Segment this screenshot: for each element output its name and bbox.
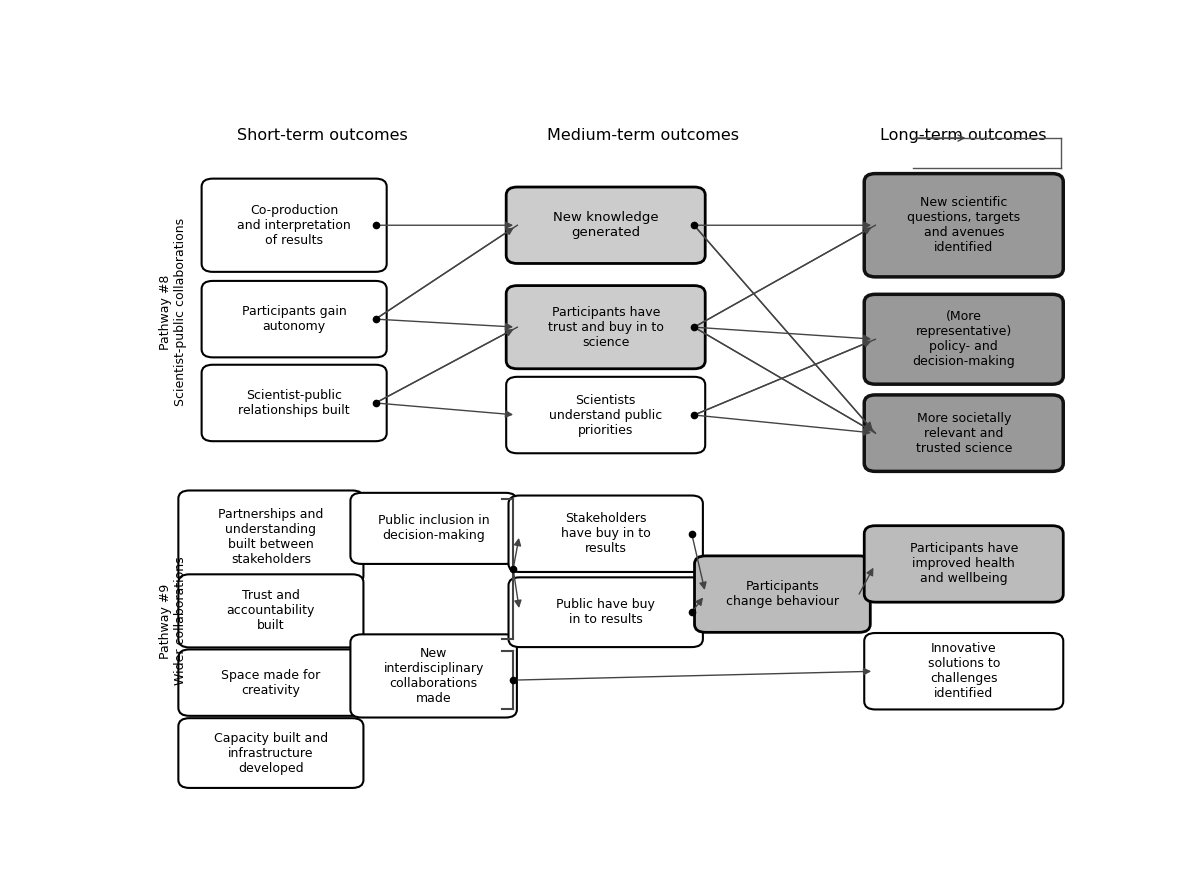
Text: New scientific
questions, targets
and avenues
identified: New scientific questions, targets and av… [907, 196, 1020, 254]
Text: Innovative
solutions to
challenges
identified: Innovative solutions to challenges ident… [928, 642, 1000, 700]
Text: Short-term outcomes: Short-term outcomes [236, 128, 408, 143]
Text: Stakeholders
have buy in to
results: Stakeholders have buy in to results [560, 512, 650, 555]
Text: New knowledge
generated: New knowledge generated [553, 212, 659, 240]
Text: Long-term outcomes: Long-term outcomes [881, 128, 1046, 143]
FancyBboxPatch shape [509, 496, 703, 572]
Text: Public inclusion in
decision-making: Public inclusion in decision-making [378, 515, 490, 543]
FancyBboxPatch shape [179, 650, 364, 716]
FancyBboxPatch shape [864, 395, 1063, 471]
FancyBboxPatch shape [509, 577, 703, 647]
Text: Co-production
and interpretation
of results: Co-production and interpretation of resu… [238, 204, 352, 246]
FancyBboxPatch shape [179, 490, 364, 584]
Text: Public have buy
in to results: Public have buy in to results [557, 598, 655, 626]
FancyBboxPatch shape [350, 634, 517, 718]
FancyBboxPatch shape [202, 281, 386, 357]
Text: Trust and
accountability
built: Trust and accountability built [227, 590, 316, 632]
FancyBboxPatch shape [350, 493, 517, 564]
FancyBboxPatch shape [179, 719, 364, 788]
FancyBboxPatch shape [864, 173, 1063, 277]
FancyBboxPatch shape [506, 187, 706, 263]
Text: Capacity built and
infrastructure
developed: Capacity built and infrastructure develo… [214, 732, 328, 774]
FancyBboxPatch shape [864, 526, 1063, 602]
Text: More societally
relevant and
trusted science: More societally relevant and trusted sci… [916, 412, 1012, 455]
FancyBboxPatch shape [202, 179, 386, 272]
Text: Pathway #9
Wider collaborations: Pathway #9 Wider collaborations [160, 557, 187, 685]
Text: Participants have
improved health
and wellbeing: Participants have improved health and we… [910, 543, 1018, 585]
Text: New
interdisciplinary
collaborations
made: New interdisciplinary collaborations mad… [384, 647, 484, 705]
FancyBboxPatch shape [179, 574, 364, 647]
Text: Participants have
trust and buy in to
science: Participants have trust and buy in to sc… [547, 306, 664, 348]
FancyBboxPatch shape [864, 633, 1063, 710]
Text: Participants
change behaviour: Participants change behaviour [726, 580, 839, 608]
Text: (More
representative)
policy- and
decision-making: (More representative) policy- and decisi… [912, 310, 1015, 368]
FancyBboxPatch shape [506, 286, 706, 368]
Text: Space made for
creativity: Space made for creativity [221, 669, 320, 697]
FancyBboxPatch shape [864, 294, 1063, 384]
FancyBboxPatch shape [695, 556, 870, 632]
Text: Medium-term outcomes: Medium-term outcomes [547, 128, 739, 143]
Text: Scientist-public
relationships built: Scientist-public relationships built [239, 389, 350, 417]
Text: Participants gain
autonomy: Participants gain autonomy [241, 305, 347, 333]
Text: Scientists
understand public
priorities: Scientists understand public priorities [550, 394, 662, 436]
Text: Pathway #8
Scientist-public collaborations: Pathway #8 Scientist-public collaboratio… [160, 219, 187, 407]
FancyBboxPatch shape [202, 365, 386, 442]
Text: Partnerships and
understanding
built between
stakeholders: Partnerships and understanding built bet… [218, 508, 324, 566]
FancyBboxPatch shape [506, 377, 706, 453]
